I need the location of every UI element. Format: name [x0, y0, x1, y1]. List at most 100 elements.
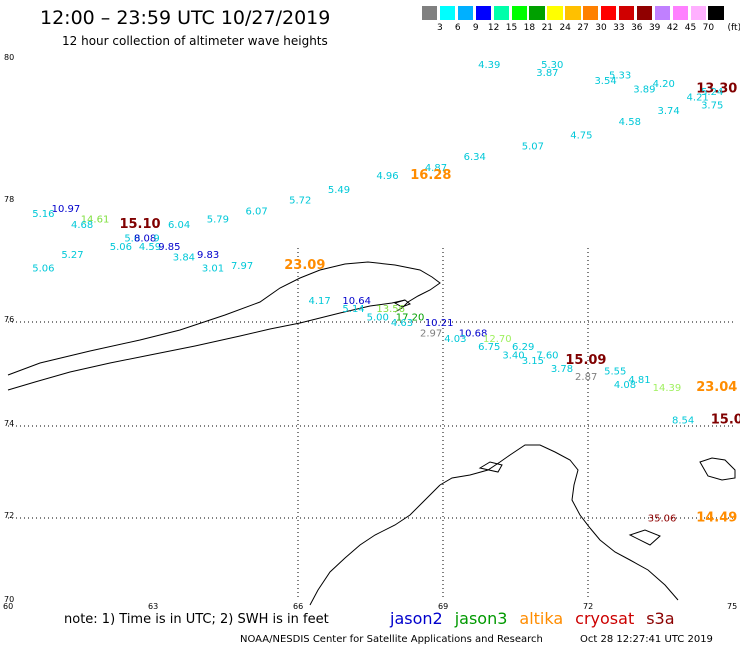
wave-height-label: 9 — [153, 234, 159, 245]
legend-swatch — [457, 6, 474, 20]
lon-label: 75 — [727, 602, 737, 611]
legend-label: 27 — [577, 23, 589, 33]
lon-label: 60 — [3, 602, 13, 611]
lon-label: 69 — [438, 602, 448, 611]
legend-swatch — [439, 6, 456, 20]
legend-label: 18 — [523, 23, 536, 33]
wave-height-label: 5.27 — [61, 250, 83, 261]
lat-label: 76 — [4, 315, 14, 324]
legend-label: 9 — [472, 23, 479, 33]
wave-height-label: 5.00 — [367, 312, 389, 323]
wave-height-label: 16.28 — [410, 168, 451, 183]
footer-note: note: 1) Time is in UTC; 2) SWH is in fe… — [64, 612, 329, 627]
wave-height-label: 14.39 — [653, 383, 682, 394]
wave-height-label: 10.64 — [342, 296, 371, 307]
wave-height-label: 4.68 — [71, 220, 93, 231]
legend-swatch — [565, 6, 581, 20]
wave-height-label: 4.58 — [619, 117, 641, 128]
legend-swatch — [601, 6, 617, 20]
legend-label: 42 — [666, 23, 679, 33]
wave-height-label: 3.54 — [594, 76, 616, 87]
lon-label: 66 — [293, 602, 303, 611]
wave-height-label: 14.49 — [696, 510, 737, 525]
wave-height-label: 3.87 — [536, 68, 558, 79]
legend-unit: (ft) — [727, 23, 740, 33]
wave-height-label: 3.84 — [173, 253, 195, 264]
wave-height-label: 5.49 — [328, 185, 350, 196]
legend-label: 15 — [505, 23, 518, 33]
wave-height-label: 5.16 — [32, 209, 54, 220]
wave-height-label: 13.56 — [376, 304, 405, 315]
legend-swatch — [493, 6, 509, 20]
wave-height-label: 17.20 — [396, 312, 425, 323]
lat-lon-grid — [8, 248, 735, 600]
wave-height-label: 3.89 — [633, 84, 655, 95]
wave-height-label: 4.87 — [425, 163, 447, 174]
wave-height-label: 5.24 — [701, 87, 723, 98]
wave-height-label: 3.75 — [701, 101, 723, 112]
wave-height-label: 5.33 — [609, 71, 631, 82]
wave-height-label: 5.0 — [124, 234, 140, 245]
lon-label: 72 — [583, 602, 593, 611]
legend-swatch — [511, 6, 527, 20]
wave-height-label: 10.21 — [425, 318, 454, 329]
satellite-name: altika — [519, 609, 564, 628]
page-subtitle: 12 hour collection of altimeter wave hei… — [62, 34, 328, 48]
wave-height-label: 4.59 — [139, 242, 161, 253]
legend-swatch — [654, 6, 671, 20]
legend-label: 70 — [702, 23, 715, 33]
lat-label: 78 — [4, 195, 14, 204]
wave-height-label: 5.79 — [207, 215, 229, 226]
wave-height-label: 5.72 — [289, 196, 311, 207]
wave-height-label: 4.96 — [376, 171, 398, 182]
wave-height-label: 12.70 — [483, 334, 512, 345]
wave-height-label: 8.54 — [672, 416, 694, 427]
longitude-labels: 60 63 66 69 72 75 — [3, 602, 737, 611]
wave-height-label: 3.78 — [551, 364, 573, 375]
legend-label: 33 — [613, 23, 625, 33]
wave-height-label: 23.04 — [696, 380, 737, 395]
legend-label: 21 — [541, 23, 554, 33]
coastline — [7, 261, 736, 606]
lat-label: 70 — [4, 595, 14, 604]
wave-height-label: 6.34 — [464, 152, 486, 163]
legend-swatch — [529, 6, 545, 20]
wave-height-label: 4.17 — [308, 296, 330, 307]
page-title: 12:00 – 23:59 UTC 10/27/2019 — [40, 7, 331, 29]
wave-height-label: 6.04 — [168, 220, 190, 231]
wave-height-label: 3.74 — [657, 106, 679, 117]
legend-label: 30 — [595, 23, 607, 33]
wave-height-label: 4.75 — [570, 130, 592, 141]
wave-height-label: 9.85 — [158, 242, 180, 253]
legend-label: 36 — [631, 23, 643, 33]
wave-height-label: 4.81 — [628, 375, 650, 386]
wave-height-label: 4.21 — [687, 92, 709, 103]
wave-height-label: 10.97 — [52, 204, 81, 215]
wave-height-label: 5.07 — [522, 141, 544, 152]
wave-height-label: 10.68 — [459, 329, 488, 340]
latitude-labels: 80 78 76 74 72 70 — [4, 53, 14, 604]
wave-height-label: 3.01 — [202, 263, 224, 274]
wave-height-label: 4.08 — [614, 380, 636, 391]
satellite-name: cryosat — [575, 609, 635, 628]
legend-label: 45 — [684, 23, 697, 33]
wave-height-label: 5.55 — [604, 367, 626, 378]
wave-height-label: 8.08 — [134, 234, 156, 245]
wave-height-label: 4.20 — [653, 79, 675, 90]
legend-label: 24 — [559, 23, 571, 33]
wave-height-label: 5.06 — [32, 263, 54, 274]
wave-height-label: 7.60 — [536, 350, 558, 361]
wave-height-label: 4.03 — [444, 334, 466, 345]
legend-label: 6 — [454, 23, 461, 33]
satellite-name: jason2 — [390, 609, 443, 628]
wave-height-label: 4.63 — [391, 318, 413, 329]
wave-height-label: 23.09 — [284, 258, 325, 273]
satellite-legend: jason2 jason3 altika cryosat s3a — [390, 609, 687, 628]
wave-height-label: 5.06 — [110, 242, 132, 253]
lat-label: 80 — [4, 53, 14, 62]
wave-height-label: 2.87 — [575, 372, 597, 383]
wave-height-label: 15.10 — [119, 217, 160, 232]
legend-swatch — [708, 6, 724, 20]
legend-label: 3 — [437, 23, 443, 33]
wave-height-label: 6.07 — [245, 206, 267, 217]
